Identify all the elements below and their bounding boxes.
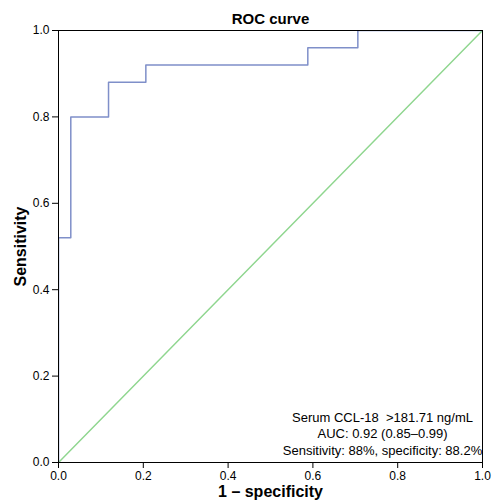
svg-text:1.0: 1.0 bbox=[474, 469, 491, 483]
svg-text:ROC curve: ROC curve bbox=[232, 10, 310, 27]
svg-text:0.6: 0.6 bbox=[33, 196, 50, 210]
svg-text:0.0: 0.0 bbox=[50, 469, 67, 483]
svg-text:0.4: 0.4 bbox=[33, 283, 50, 297]
svg-text:0.6: 0.6 bbox=[305, 469, 322, 483]
svg-text:0.4: 0.4 bbox=[220, 469, 237, 483]
svg-text:1 – specificity: 1 – specificity bbox=[218, 483, 323, 500]
svg-text:0.2: 0.2 bbox=[135, 469, 152, 483]
svg-text:0.0: 0.0 bbox=[33, 455, 50, 469]
svg-text:0.8: 0.8 bbox=[389, 469, 406, 483]
svg-text:1.0: 1.0 bbox=[33, 23, 50, 37]
svg-text:Serum CCL-18 >181.71 ng/mLAUC: Serum CCL-18 >181.71 ng/mLAUC: 0.92 (0.8… bbox=[283, 410, 483, 458]
svg-text:0.2: 0.2 bbox=[33, 369, 50, 383]
svg-text:Sensitivity: Sensitivity bbox=[12, 206, 29, 286]
svg-text:0.8: 0.8 bbox=[33, 110, 50, 124]
